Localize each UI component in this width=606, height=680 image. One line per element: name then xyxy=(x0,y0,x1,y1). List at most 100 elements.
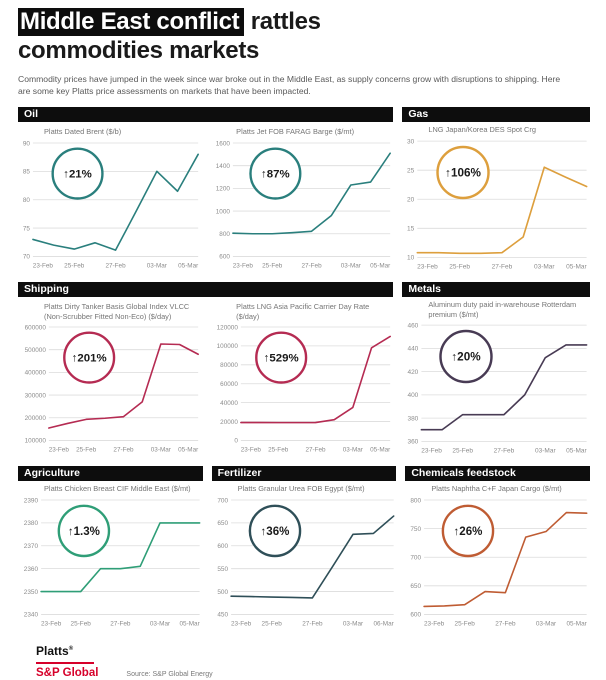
svg-text:↑106%: ↑106% xyxy=(445,167,481,180)
svg-text:↑1.3%: ↑1.3% xyxy=(68,526,100,538)
svg-text:23-Feb: 23-Feb xyxy=(33,263,54,270)
section-chemicals: Chemicals feedstock Platts Naphtha C+F J… xyxy=(405,465,590,629)
chart-svg: 10 15 20 25 30 23-Feb 25-Feb 27-Feb 03-Mar 05-Mar… xyxy=(407,139,588,271)
svg-text:23-Feb: 23-Feb xyxy=(422,448,443,455)
svg-text:↑87%: ↑87% xyxy=(261,169,290,181)
pct-change-badge: ↑201% xyxy=(63,331,116,384)
pct-change-badge: ↑1.3% xyxy=(57,504,111,557)
svg-text:750: 750 xyxy=(411,526,422,533)
svg-text:500000: 500000 xyxy=(25,347,47,354)
svg-text:03-Mar: 03-Mar xyxy=(147,263,168,270)
svg-text:440: 440 xyxy=(408,346,419,353)
svg-text:05-Mar: 05-Mar xyxy=(178,263,199,270)
svg-text:15: 15 xyxy=(407,226,415,233)
svg-text:420: 420 xyxy=(408,369,419,376)
platts-logo-text: Platts® xyxy=(36,644,74,659)
price-line xyxy=(423,511,588,607)
row-ag-fert-chem: Agriculture Platts Chicken Breast CIF Mi… xyxy=(18,465,590,629)
svg-text:25-Feb: 25-Feb xyxy=(261,620,282,627)
svg-text:↑36%: ↑36% xyxy=(260,526,289,538)
svg-text:27-Feb: 27-Feb xyxy=(302,263,323,270)
svg-text:2350: 2350 xyxy=(24,589,39,596)
svg-text:100000: 100000 xyxy=(217,343,239,350)
svg-text:03-Mar: 03-Mar xyxy=(534,264,555,271)
chart-svg: 2340 2350 2360 2370 2380 2390 23-Feb 25-Feb 27-F… xyxy=(24,497,201,627)
svg-text:500: 500 xyxy=(217,589,228,596)
chart-title: LNG Japan/Korea DES Spot Crg xyxy=(428,125,536,135)
svg-text:60000: 60000 xyxy=(220,381,238,388)
svg-text:380: 380 xyxy=(408,416,419,423)
section-header-agriculture: Agriculture xyxy=(18,465,203,481)
svg-text:25-Feb: 25-Feb xyxy=(455,620,476,627)
chart-title: Platts Granular Urea FOB Egypt ($/mt) xyxy=(237,483,365,493)
svg-text:0: 0 xyxy=(234,438,238,445)
svg-text:05-Mar: 05-Mar xyxy=(370,263,391,270)
svg-text:↑201%: ↑201% xyxy=(72,353,107,365)
svg-text:25-Feb: 25-Feb xyxy=(64,263,85,270)
source-note: Source: S&P Global Energy Copyright © 20… xyxy=(126,670,301,680)
svg-text:90: 90 xyxy=(23,141,31,148)
chart-title: Platts LNG Asia Pacific Carrier Day Rate… xyxy=(236,302,370,321)
svg-text:23-Feb: 23-Feb xyxy=(233,263,254,270)
chart-svg: 360 380 400 420 440 460 23-Feb 25-Feb 27-Feb 03-M… xyxy=(408,322,588,455)
svg-text:27-Feb: 27-Feb xyxy=(302,620,323,627)
svg-text:27-Feb: 27-Feb xyxy=(113,446,134,453)
chart-naphtha-japan: Platts Naphtha C+F Japan Cargo ($/mt) 60… xyxy=(405,484,590,629)
pct-change-badge: ↑26% xyxy=(442,504,495,557)
svg-text:23-Feb: 23-Feb xyxy=(49,446,70,453)
line-chart-lng-carrier-day-rate: 0 20000 40000 60000 80000 100000 120000 23-Feb 2… xyxy=(210,322,393,455)
svg-text:03-Mar: 03-Mar xyxy=(151,446,172,453)
svg-text:05-Mar: 05-Mar xyxy=(179,620,200,627)
svg-text:03-Mar: 03-Mar xyxy=(343,446,364,453)
svg-text:05-Mar: 05-Mar xyxy=(370,446,391,453)
svg-text:600: 600 xyxy=(411,611,422,618)
svg-text:100000: 100000 xyxy=(25,438,47,445)
svg-text:200000: 200000 xyxy=(25,415,47,422)
svg-text:120000: 120000 xyxy=(217,324,239,331)
svg-text:25: 25 xyxy=(407,168,415,175)
svg-text:23-Feb: 23-Feb xyxy=(41,620,62,627)
svg-text:05-Mar: 05-Mar xyxy=(178,446,199,453)
svg-text:1000: 1000 xyxy=(216,209,231,216)
svg-text:40000: 40000 xyxy=(220,400,238,407)
svg-text:80000: 80000 xyxy=(220,362,238,369)
section-fertilizer: Fertilizer Platts Granular Urea FOB Egyp… xyxy=(211,465,397,629)
svg-text:800: 800 xyxy=(411,497,422,504)
svg-text:2380: 2380 xyxy=(24,520,39,527)
line-chart-dirty-tanker-vlcc: 100000 200000 300000 400000 500000 600000 23-F… xyxy=(18,322,201,455)
sp-global-platts-logo: Platts® S&P Global Energy xyxy=(36,644,98,680)
svg-text:25-Feb: 25-Feb xyxy=(268,446,289,453)
price-line xyxy=(420,344,588,431)
svg-text:↑20%: ↑20% xyxy=(452,351,482,364)
svg-text:2370: 2370 xyxy=(24,543,39,550)
svg-text:85: 85 xyxy=(23,169,31,176)
pct-change-badge: ↑529% xyxy=(255,331,308,384)
svg-text:450: 450 xyxy=(217,611,228,618)
svg-text:460: 460 xyxy=(408,322,419,329)
svg-text:1400: 1400 xyxy=(216,163,231,170)
svg-text:600: 600 xyxy=(217,543,228,550)
price-line xyxy=(232,152,392,235)
svg-text:400000: 400000 xyxy=(25,370,47,377)
svg-text:03-Mar: 03-Mar xyxy=(535,448,556,455)
pct-change-badge: ↑21% xyxy=(51,147,104,201)
svg-text:360: 360 xyxy=(408,439,419,446)
svg-text:03-Mar: 03-Mar xyxy=(341,263,362,270)
chart-title: Platts Jet FOB FARAG Barge ($/mt) xyxy=(236,127,355,137)
svg-text:27-Feb: 27-Feb xyxy=(306,446,327,453)
price-line xyxy=(32,153,199,252)
line-chart-granular-urea: 450 500 550 600 650 700 23-Feb 25-Feb 27-Feb 03-M… xyxy=(212,495,397,629)
chart-svg: 450 500 550 600 650 700 23-Feb 25-Feb 27-Feb 03-M… xyxy=(217,497,394,627)
svg-text:25-Feb: 25-Feb xyxy=(71,620,92,627)
svg-text:2390: 2390 xyxy=(24,497,39,504)
price-line xyxy=(240,335,392,424)
chart-title: Platts Chicken Breast CIF Middle East ($… xyxy=(44,483,191,493)
svg-text:800: 800 xyxy=(219,231,230,238)
svg-text:80: 80 xyxy=(23,197,31,204)
line-chart-jet-fob-farag: 600 800 1000 1200 1400 1600 23-Feb 25-Feb 27-Feb… xyxy=(210,138,393,271)
chart-jet-fob-farag: Platts Jet FOB FARAG Barge ($/mt) 600 800… xyxy=(210,125,393,271)
title-line-1: Middle East conflict rattles xyxy=(18,8,321,36)
section-header-shipping: Shipping xyxy=(18,282,394,298)
svg-text:25-Feb: 25-Feb xyxy=(262,263,283,270)
